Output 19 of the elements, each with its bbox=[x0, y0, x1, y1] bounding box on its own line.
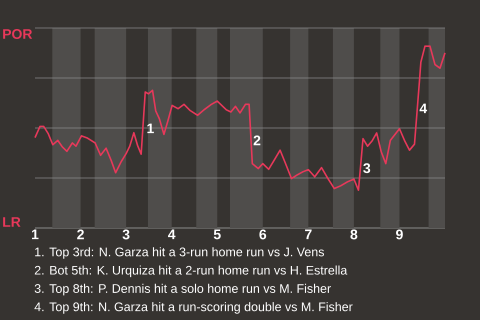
x-tick-label: 4 bbox=[168, 230, 176, 240]
x-tick-label: 5 bbox=[214, 230, 221, 240]
x-tick-label: 3 bbox=[122, 230, 130, 240]
x-tick-label: 2 bbox=[77, 230, 84, 240]
text: POR bbox=[3, 29, 32, 39]
text: 1. Top 3rd: N. Garza hit a 3-run home run vs J. Vens bbox=[35, 247, 324, 259]
annotation: 4 bbox=[420, 104, 428, 114]
text: 2. Bot 5th: K. Urquiza hit a 2-run home run vs H. Estrella bbox=[34, 265, 348, 278]
text: 4. Top 9th: N. Garza hit a run-scoring double vs M. Fisher bbox=[34, 302, 353, 314]
x-tick-label: 7 bbox=[305, 230, 312, 240]
x-tick-label: 9 bbox=[396, 230, 403, 240]
text: LR bbox=[3, 217, 21, 227]
annotation: 3 bbox=[363, 163, 370, 174]
annotation: 2 bbox=[254, 135, 260, 146]
x-tick-label: 6 bbox=[259, 230, 266, 240]
x-tick-label: 8 bbox=[350, 230, 358, 240]
annotation: 1 bbox=[147, 124, 154, 134]
text: 3. Top 8th: P. Dennis hit a solo home run vs M. Fisher bbox=[34, 284, 331, 296]
x-tick-label: 1 bbox=[32, 230, 38, 240]
